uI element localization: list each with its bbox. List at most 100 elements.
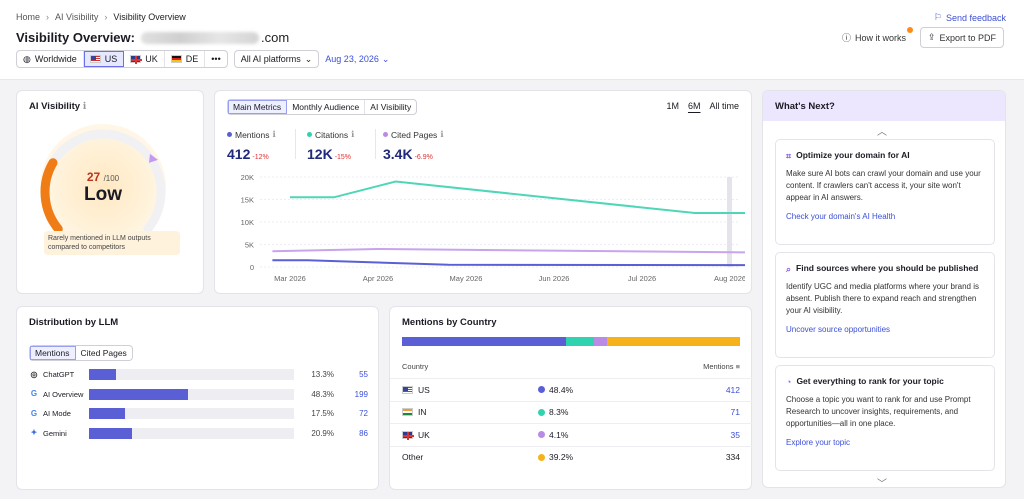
region-worldwide[interactable]: ◍ Worldwide xyxy=(17,51,84,67)
llm-logo-icon: G xyxy=(30,408,38,418)
breadcrumb: Home › AI Visibility › Visibility Overvi… xyxy=(16,12,186,22)
info-icon[interactable]: ℹ xyxy=(82,101,87,112)
gauge-note: Rarely mentioned in LLM outputs compared… xyxy=(44,231,180,256)
llm-row[interactable]: G AI Mode 17.5% 72 xyxy=(29,408,369,419)
country-row[interactable]: IN 8.3% 71 xyxy=(390,400,752,423)
date-picker[interactable]: Aug 23, 2026 ⌄ xyxy=(325,54,389,65)
llm-percent: 20.9% xyxy=(311,428,334,438)
tab-main-metrics[interactable]: Main Metrics xyxy=(228,100,288,114)
region-more-button[interactable]: ••• xyxy=(205,51,226,67)
stack-segment[interactable] xyxy=(565,337,594,346)
how-it-works-label: How it works xyxy=(854,32,906,43)
stack-segment[interactable] xyxy=(402,337,566,346)
llm-row[interactable]: ✦ Gemini 20.9% 86 xyxy=(29,427,369,439)
redacted-domain xyxy=(140,31,259,44)
send-feedback-link[interactable]: ⚐ Send feedback xyxy=(934,12,1006,23)
country-percent: 48.4% xyxy=(549,384,574,395)
breadcrumb-current: Visibility Overview xyxy=(113,12,186,22)
country-row[interactable]: US 48.4% 412 xyxy=(390,378,752,400)
divider xyxy=(375,129,376,159)
series-line-citations[interactable] xyxy=(290,180,745,214)
llm-percent: 17.5% xyxy=(311,409,334,418)
col-mentions-sort[interactable]: Mentions ≡ xyxy=(703,362,740,371)
region-de[interactable]: DE xyxy=(165,51,206,67)
llm-bar-fill xyxy=(89,388,188,400)
tab-monthly-audience[interactable]: Monthly Audience xyxy=(287,100,366,114)
tab-cited-pages[interactable]: Cited Pages xyxy=(80,348,127,358)
country-title: Mentions by Country xyxy=(402,317,497,328)
region-uk[interactable]: UK xyxy=(124,51,165,67)
how-it-works-button[interactable]: ⓘ How it works xyxy=(842,27,913,44)
filter-bar: ◍ Worldwide US UK DE ••• xyxy=(16,50,389,68)
range-1m[interactable]: 1M xyxy=(666,101,679,111)
chevron-up-icon[interactable]: ︿ xyxy=(877,127,887,138)
metrics-card: Main Metrics Monthly Audience AI Visibil… xyxy=(214,90,752,294)
x-tick-label: Jun 2026 xyxy=(539,274,570,283)
chevron-down-icon: ⌄ xyxy=(381,53,390,64)
ai-visibility-title-text: AI Visibility xyxy=(29,101,81,112)
gauge-score: 27 /100 xyxy=(28,170,178,184)
tab-mentions[interactable]: Mentions xyxy=(30,346,76,360)
region-uk-label: UK xyxy=(145,54,158,64)
country-row[interactable]: UK 4.1% 35 xyxy=(390,423,752,445)
metric-cited-pages-label: Cited Pages xyxy=(391,129,438,140)
page-title-prefix: Visibility Overview: xyxy=(16,30,135,45)
hover-marker[interactable] xyxy=(727,177,732,267)
llm-count[interactable]: 199 xyxy=(354,389,368,399)
range-6m[interactable]: 6M xyxy=(687,101,701,111)
llm-count[interactable]: 86 xyxy=(359,428,368,438)
metric-cited-pages[interactable]: Cited Pages ℹ 3.4K -6.9% xyxy=(383,129,444,162)
country-stacked-bar xyxy=(402,337,740,346)
tip-optimize-domain: ⌗ Optimize your domain for AI Make sure A… xyxy=(775,139,995,245)
stack-segment[interactable] xyxy=(593,337,608,346)
tip-link-ai-health[interactable]: Check your domain's AI Health xyxy=(786,212,896,222)
series-line-mentions[interactable] xyxy=(272,259,745,267)
tip-title: Get everything to rank for your topic xyxy=(796,376,944,386)
tip-title: Find sources where you should be publish… xyxy=(796,263,979,273)
metrics-tabs: Main Metrics Monthly Audience AI Visibil… xyxy=(227,99,418,115)
country-mentions[interactable]: 71 xyxy=(730,407,740,417)
llm-bar-track xyxy=(89,408,294,419)
llm-row[interactable]: ◎ ChatGPT 13.3% 55 xyxy=(29,369,369,380)
tip-body: Choose a topic you want to rank for and … xyxy=(786,395,971,429)
country-table-header: Country Mentions ≡ xyxy=(402,362,740,371)
export-pdf-button[interactable]: ⇪ Export to PDF xyxy=(919,27,1004,48)
country-row[interactable]: Other 39.2% 334 xyxy=(390,445,752,468)
llm-name: AI Overview xyxy=(43,389,84,399)
country-name: US xyxy=(418,384,430,395)
range-all-time[interactable]: All time xyxy=(709,101,739,111)
country-mentions[interactable]: 35 xyxy=(730,429,740,440)
llm-row[interactable]: G AI Overview 48.3% 199 xyxy=(29,388,369,400)
metric-mentions[interactable]: Mentions ℹ 412 -12% xyxy=(227,129,276,162)
share-dot-icon xyxy=(538,408,545,416)
country-name: UK xyxy=(418,429,430,440)
de-flag-icon xyxy=(170,55,182,63)
series-line-cited-pages[interactable] xyxy=(272,247,745,254)
llm-count[interactable]: 72 xyxy=(359,409,368,418)
share-dot-icon xyxy=(538,431,545,438)
legend-dot-icon xyxy=(227,132,232,137)
country-share: 48.4% xyxy=(538,385,573,395)
metric-mentions-change: -12% xyxy=(252,154,269,161)
time-range-selector: 1M 6M All time xyxy=(666,101,739,111)
metric-cited-pages-value: 3.4K xyxy=(383,146,413,162)
tip-link-sources[interactable]: Uncover source opportunities xyxy=(786,325,891,335)
llm-logo-icon: ✦ xyxy=(30,428,38,437)
chevron-down-icon: ⌄ xyxy=(304,53,313,64)
region-us[interactable]: US xyxy=(83,51,125,67)
stack-segment[interactable] xyxy=(607,337,740,346)
platform-dropdown[interactable]: All AI platforms ⌄ xyxy=(233,50,320,68)
breadcrumb-ai-visibility[interactable]: AI Visibility xyxy=(55,12,99,22)
tip-body: Make sure AI bots can crawl your domain … xyxy=(786,169,981,203)
tab-ai-visibility[interactable]: AI Visibility xyxy=(370,102,412,112)
metric-citations[interactable]: Citations ℹ 12K -15% xyxy=(307,129,354,162)
tip-link-topic[interactable]: Explore your topic xyxy=(786,438,851,448)
llm-bar-fill xyxy=(89,408,125,419)
breadcrumb-home[interactable]: Home xyxy=(16,12,41,22)
country-mentions[interactable]: 412 xyxy=(725,384,740,395)
chevron-down-icon[interactable]: ﹀ xyxy=(877,479,887,488)
gauge-level-label: Low xyxy=(84,184,122,205)
y-tick-label: 0 xyxy=(250,263,254,272)
llm-count[interactable]: 55 xyxy=(359,370,368,379)
gauge-score-value: 27 xyxy=(86,170,101,184)
